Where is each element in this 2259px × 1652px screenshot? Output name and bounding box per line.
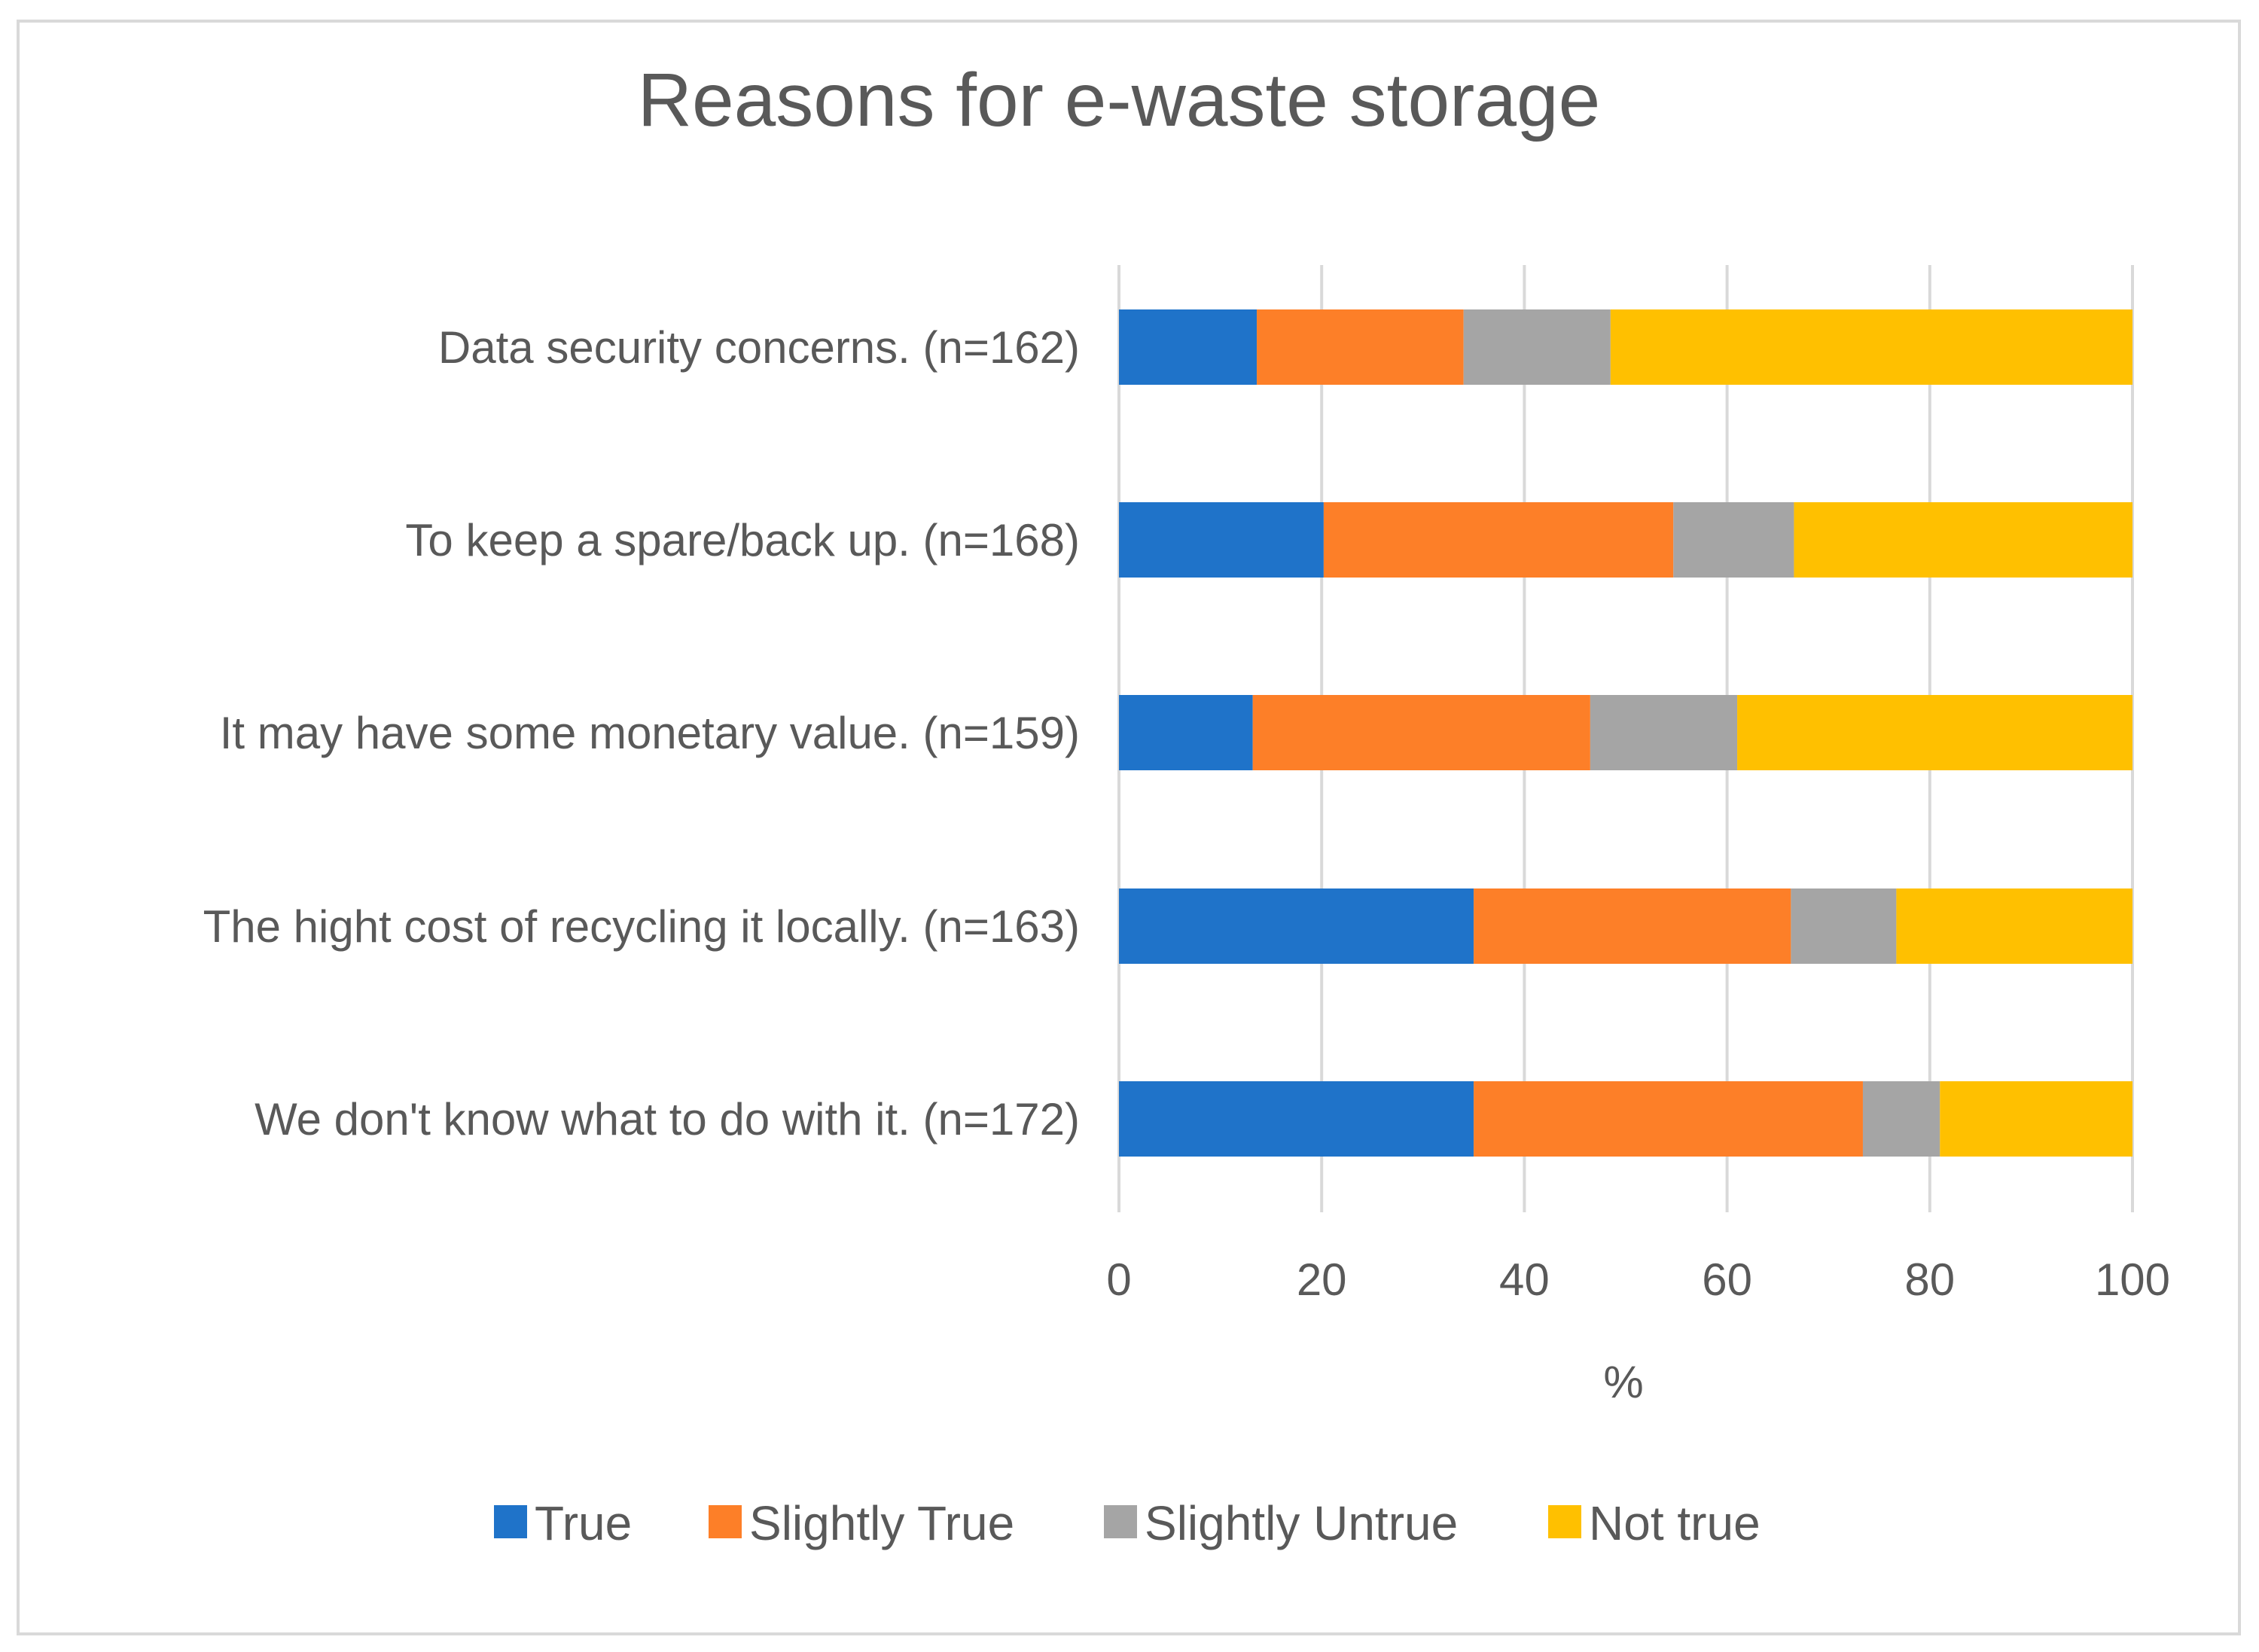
bar-segment-slightly-untrue: [1791, 888, 1897, 964]
bar-segment-true: [1119, 1081, 1474, 1157]
bar-segment-slightly-untrue: [1463, 309, 1611, 385]
bar-segment-slightly-true: [1474, 1081, 1863, 1157]
bar-segment-slightly-untrue: [1673, 502, 1794, 578]
category-label: Data security concerns. (n=162): [438, 322, 1080, 373]
chart-frame: Reasons for e-waste storage Data securit…: [17, 20, 2241, 1635]
bar-segment-true: [1119, 502, 1324, 578]
bar-segment-slightly-true: [1252, 695, 1590, 770]
x-tick-label: 100: [2095, 1254, 2170, 1305]
bar-segment-slightly-true: [1474, 888, 1791, 964]
bar-segment-not-true: [1610, 309, 2132, 385]
legend-swatch: [1104, 1505, 1137, 1538]
x-tick-label: 80: [1904, 1254, 1955, 1305]
bar-segment-true: [1119, 888, 1474, 964]
chart-title: Reasons for e-waste storage: [638, 58, 1600, 142]
bar-segment-slightly-true: [1323, 502, 1674, 578]
legend: True Slightly True Slightly Untrue Not true: [494, 1496, 1761, 1550]
bar-segment-true: [1119, 309, 1258, 385]
x-tick-labels: 0 20 40 60 80 100: [1106, 1254, 2170, 1305]
bar-segment-slightly-untrue: [1862, 1081, 1940, 1157]
bars: [1119, 309, 2132, 1157]
category-label: To keep a spare/back up. (n=168): [405, 515, 1080, 565]
category-label: It may have some monetary value. (n=159): [220, 708, 1080, 758]
legend-swatch: [1548, 1505, 1581, 1538]
bar-segment-not-true: [1896, 888, 2132, 964]
category-label: The hight cost of recycling it locally. …: [203, 901, 1080, 952]
chart-svg: Reasons for e-waste storage Data securit…: [203, 58, 2170, 1550]
legend-label: True: [535, 1496, 632, 1550]
category-labels: Data security concerns. (n=162) To keep a…: [203, 322, 1080, 1145]
bar-segment-not-true: [1940, 1081, 2132, 1157]
bar-segment-slightly-true: [1257, 309, 1464, 385]
legend-swatch: [494, 1505, 527, 1538]
legend-swatch: [709, 1505, 742, 1538]
legend-label: Not true: [1589, 1496, 1761, 1550]
x-tick-label: 40: [1499, 1254, 1550, 1305]
bar-segment-true: [1119, 695, 1253, 770]
x-tick-label: 60: [1702, 1254, 1752, 1305]
bar-segment-not-true: [1737, 695, 2132, 770]
x-tick-label: 20: [1297, 1254, 1347, 1305]
x-axis-title: %: [1603, 1357, 1643, 1407]
category-label: We don't know what to do with it. (n=172…: [255, 1094, 1080, 1145]
legend-label: Slightly True: [749, 1496, 1014, 1550]
x-tick-label: 0: [1106, 1254, 1131, 1305]
legend-label: Slightly Untrue: [1145, 1496, 1458, 1550]
bar-segment-slightly-untrue: [1590, 695, 1738, 770]
bar-segment-not-true: [1794, 502, 2132, 578]
